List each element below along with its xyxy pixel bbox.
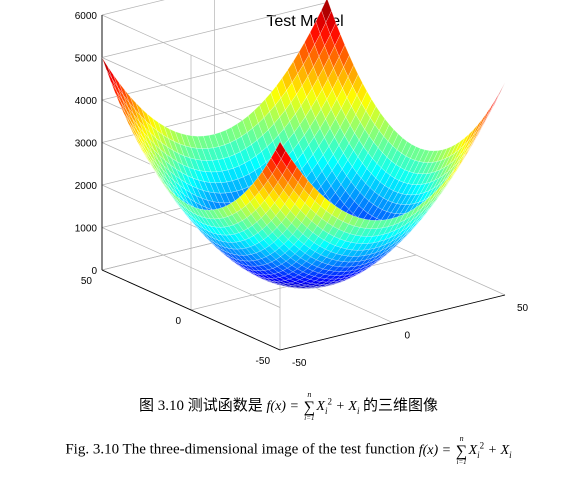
surface-mesh (101, 0, 506, 289)
caption-zh-prefix: 图 3.10 测试函数是 (139, 398, 263, 414)
y-tick-label: -50 (256, 356, 271, 367)
formula-zh: f(x) = n ∑ i=1 Xi2 + Xi (266, 390, 360, 422)
surface-plot: Test Model 0100020003000400050006000-500… (75, 0, 529, 369)
caption-zh-suffix: 的三维图像 (362, 398, 438, 414)
formula-en: f(x) = n ∑ i=1 Xi2 + Xi (418, 433, 512, 466)
surface-cell (275, 141, 286, 160)
z-tick-label: 5000 (75, 54, 98, 65)
y-axis (101, 269, 281, 351)
x-tick-label: 0 (405, 331, 411, 342)
z-tick-label: 0 (91, 266, 97, 277)
y-tick-label: 0 (175, 316, 181, 327)
caption-chinese: 图 3.10 测试函数是 f(x) = n ∑ i=1 Xi2 + Xi 的三维图像 (0, 390, 577, 422)
z-tick-label: 3000 (75, 139, 98, 150)
x-tick-label: -50 (292, 358, 307, 369)
z-tick-label: 6000 (75, 11, 98, 22)
y-tick-label: 50 (81, 276, 93, 287)
x-tick-label: 50 (517, 303, 529, 314)
z-tick-label: 4000 (75, 96, 98, 107)
x-axis (279, 294, 506, 351)
caption-en-prefix: Fig. 3.10 The three-dimensional image of… (65, 441, 415, 458)
z-tick-label: 2000 (75, 181, 98, 192)
surface-cell (101, 57, 113, 79)
gridline-z (101, 0, 165, 16)
caption-english: Fig. 3.10 The three-dimensional image of… (0, 433, 577, 466)
z-tick-label: 1000 (75, 224, 98, 235)
